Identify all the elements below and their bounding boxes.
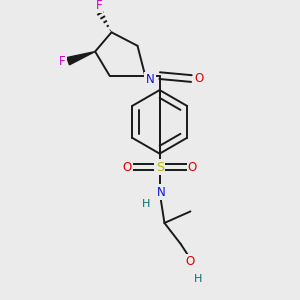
Text: H: H	[142, 199, 150, 209]
Text: O: O	[122, 160, 131, 174]
Polygon shape	[67, 52, 95, 65]
Text: F: F	[59, 55, 66, 68]
Text: N: N	[157, 186, 166, 199]
Text: F: F	[96, 0, 102, 12]
Text: N: N	[146, 73, 154, 86]
Text: O: O	[194, 72, 204, 85]
Text: O: O	[188, 160, 197, 174]
Text: H: H	[194, 274, 202, 284]
Text: S: S	[156, 160, 164, 174]
Text: O: O	[186, 255, 195, 268]
